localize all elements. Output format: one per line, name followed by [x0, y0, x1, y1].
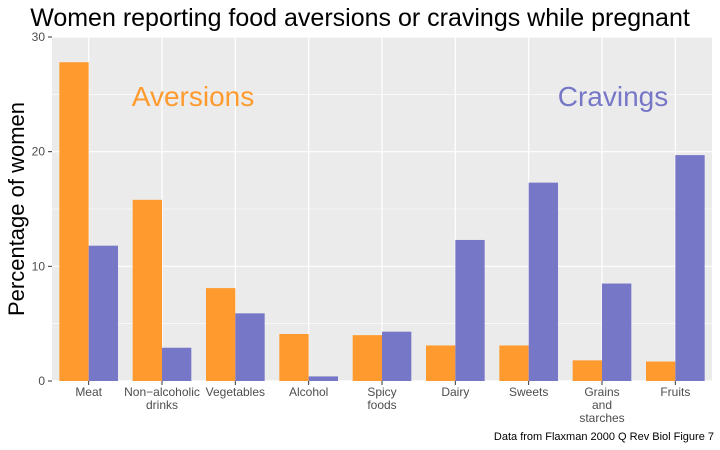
cravings-annotation: Cravings	[558, 81, 668, 112]
x-tick-label: Non−alcoholic drinks	[124, 385, 200, 412]
y-tick-label: 30	[32, 30, 46, 44]
aversions-annotation: Aversions	[132, 81, 254, 112]
bar-cravings-6	[528, 182, 558, 381]
x-tick-label: Alcohol	[289, 385, 328, 399]
bar-aversions-3	[279, 333, 309, 381]
x-tick-label: Fruits	[660, 385, 690, 399]
bar-aversions-5	[426, 345, 456, 381]
bar-aversions-8	[646, 361, 676, 381]
bar-aversions-0	[59, 62, 89, 382]
y-tick-label: 10	[32, 259, 46, 273]
x-tick-label: Sweets	[509, 385, 548, 399]
x-tick-label: Dairy	[441, 385, 469, 399]
y-tick-label: 0	[38, 374, 45, 388]
y-tick-label: 20	[32, 145, 46, 159]
x-tick-label: Spicy foods	[367, 385, 396, 412]
y-axis-label: Percentage of women	[4, 102, 29, 316]
bar-cravings-3	[308, 376, 338, 381]
bar-aversions-6	[499, 345, 529, 381]
x-tick-label: Grains and starches	[579, 385, 624, 425]
chart-title: Women reporting food aversions or cravin…	[30, 4, 690, 32]
x-tick-label: Meat	[75, 385, 102, 399]
bar-cravings-0	[88, 245, 118, 381]
source-caption: Data from Flaxman 2000 Q Rev Biol Figure…	[493, 431, 714, 443]
bar-cravings-2	[235, 313, 265, 381]
bar-aversions-7	[572, 360, 602, 381]
bar-aversions-4	[352, 335, 382, 381]
bars	[59, 62, 705, 382]
bar-cravings-4	[382, 331, 412, 381]
axes: 0 10 20 30 Meat Non−alcoholic drinks Vegetables…	[32, 30, 691, 425]
bar-cravings-1	[162, 347, 192, 381]
bar-aversions-2	[206, 288, 236, 381]
bar-aversions-1	[132, 199, 162, 381]
bar-cravings-8	[675, 155, 705, 381]
bar-cravings-7	[602, 283, 632, 381]
x-tick-label: Vegetables	[206, 385, 265, 399]
bar-cravings-5	[455, 239, 485, 381]
